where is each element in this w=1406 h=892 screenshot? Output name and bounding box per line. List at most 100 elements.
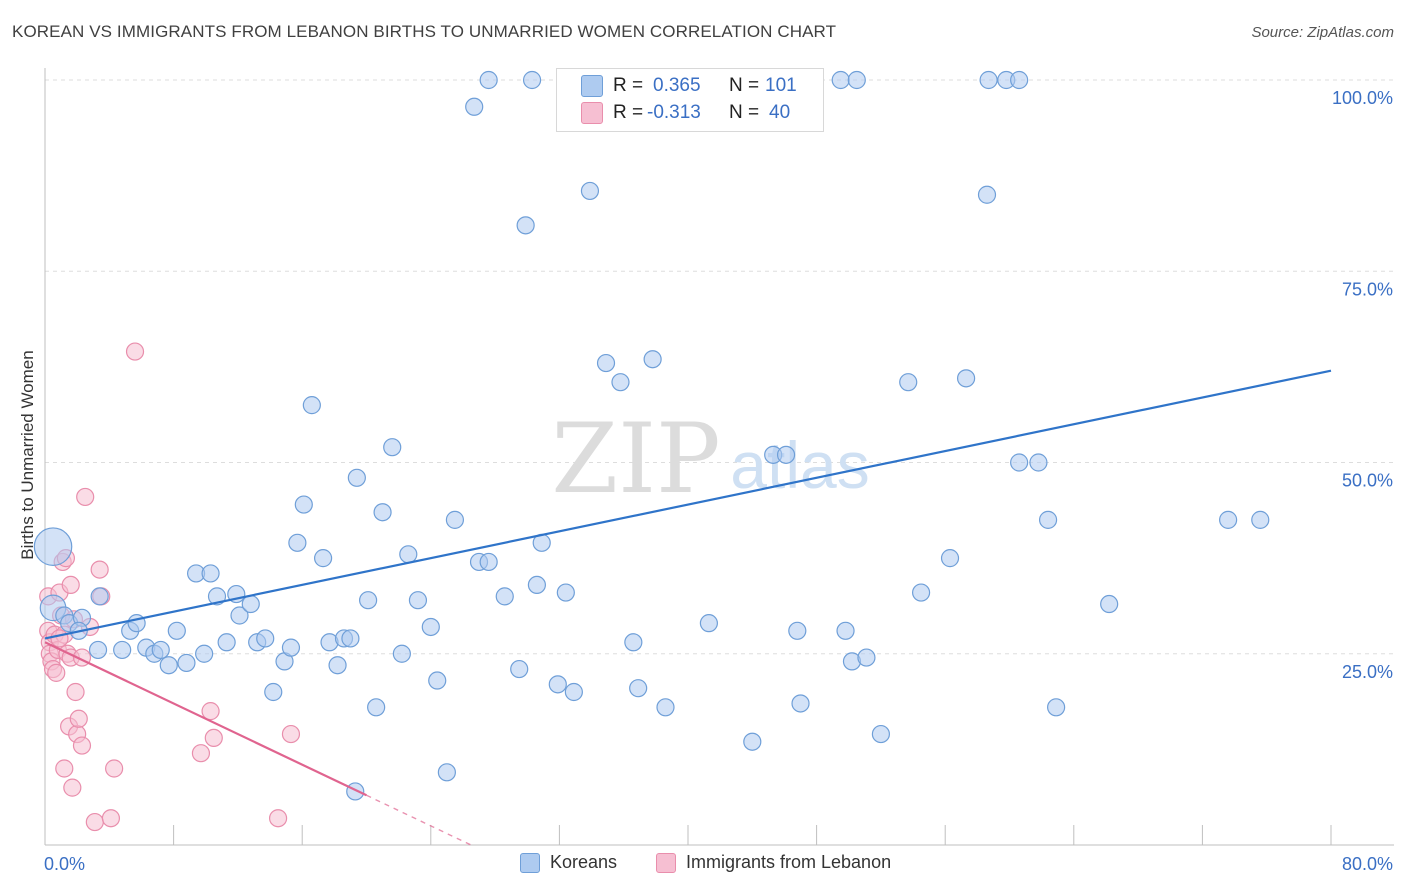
korean-point xyxy=(788,621,807,640)
korean-point xyxy=(264,682,283,702)
lebanon-trend-line xyxy=(44,641,367,797)
x-tick-label: 80.0% xyxy=(1342,854,1393,874)
korean-point xyxy=(940,549,960,568)
korean-point xyxy=(871,724,891,744)
korean-point xyxy=(656,698,675,717)
lebanon-point xyxy=(101,809,121,828)
korean-point xyxy=(421,617,440,637)
watermark-atlas: atlas xyxy=(730,428,869,502)
lebanon-trend-extension xyxy=(366,794,472,846)
korean-point xyxy=(847,70,866,90)
korean-point xyxy=(288,533,307,552)
lebanon-points xyxy=(39,342,301,832)
korean-point xyxy=(624,633,643,652)
n-label: N = xyxy=(729,102,760,123)
korean-point xyxy=(294,495,313,514)
y-tick-label: 75.0% xyxy=(1342,279,1393,299)
lebanon-point xyxy=(268,809,288,828)
lebanon-point xyxy=(76,487,95,507)
korean-point xyxy=(392,644,411,663)
korean-point xyxy=(201,564,220,583)
korean-point xyxy=(113,640,132,660)
lebanon-swatch xyxy=(656,852,676,873)
n-value: 40 xyxy=(769,102,791,123)
korean-point xyxy=(516,216,535,235)
koreans-stats-row: R = 0.365 N = 101 xyxy=(557,73,823,99)
lebanon-swatch xyxy=(581,102,603,124)
koreans-swatch xyxy=(581,75,603,97)
korean-point xyxy=(428,671,447,690)
korean-point xyxy=(857,648,876,667)
axes xyxy=(44,68,1394,846)
korean-point xyxy=(564,682,583,702)
n-label: N = xyxy=(729,75,760,96)
korean-point xyxy=(256,629,275,648)
korean-point xyxy=(167,621,186,640)
korean-point xyxy=(522,70,542,90)
r-label: R = xyxy=(613,75,644,96)
korean-point xyxy=(341,629,360,648)
legend-item-koreans[interactable]: Koreans xyxy=(520,852,617,873)
korean-point xyxy=(776,445,796,464)
korean-point xyxy=(159,656,178,675)
korean-point xyxy=(1047,698,1066,717)
lebanon-point xyxy=(281,724,301,744)
korean-point xyxy=(743,732,762,751)
chart-title: KOREAN VS IMMIGRANTS FROM LEBANON BIRTHS… xyxy=(12,22,837,41)
korean-point xyxy=(643,350,662,369)
korean-point xyxy=(33,527,73,566)
korean-point xyxy=(1100,594,1119,614)
korean-points xyxy=(33,70,1270,801)
legend-label-koreans: Koreans xyxy=(550,852,618,872)
korean-point xyxy=(230,606,249,625)
korean-point xyxy=(281,638,301,657)
lebanon-point xyxy=(85,812,104,832)
korean-point xyxy=(479,70,498,90)
korean-point xyxy=(977,185,997,204)
korean-point xyxy=(629,679,648,698)
korean-point xyxy=(699,614,718,633)
korean-point xyxy=(836,621,855,640)
lebanon-point xyxy=(105,759,124,778)
watermark-zip: ZIP xyxy=(551,403,720,515)
korean-point xyxy=(495,587,514,606)
korean-point xyxy=(328,656,347,675)
korean-point xyxy=(1219,510,1238,529)
koreans-swatch xyxy=(520,852,540,873)
korean-point xyxy=(217,633,236,652)
legend-label-lebanon: Immigrants from Lebanon xyxy=(686,852,892,872)
y-tick-label: 50.0% xyxy=(1342,471,1393,491)
y-tick-label: 25.0% xyxy=(1342,662,1393,682)
lebanon-point xyxy=(90,560,109,579)
lebanon-point xyxy=(55,759,74,778)
korean-point xyxy=(302,396,321,415)
korean-point xyxy=(437,763,456,782)
korean-point xyxy=(88,640,108,660)
n-value: 101 xyxy=(765,75,797,96)
watermark: ZIP atlas xyxy=(551,403,869,515)
korean-trend-line xyxy=(44,369,1332,640)
korean-point xyxy=(1010,453,1029,472)
korean-point xyxy=(791,694,810,713)
korean-point xyxy=(151,640,170,660)
korean-point xyxy=(177,653,196,673)
legend-item-lebanon[interactable]: Immigrants from Lebanon xyxy=(656,852,891,873)
korean-point xyxy=(899,373,918,392)
grid-lines xyxy=(45,79,1394,655)
korean-point xyxy=(979,70,998,90)
korean-point xyxy=(367,698,386,717)
stats-legend: R = 0.365 N = 101 R = -0.313 N = 40 xyxy=(556,68,824,132)
korean-point xyxy=(399,545,418,564)
lebanon-point xyxy=(72,736,92,755)
korean-point xyxy=(556,583,575,602)
korean-point xyxy=(1038,510,1058,529)
lebanon-point xyxy=(191,744,211,763)
r-value: -0.313 xyxy=(647,102,701,123)
korean-point xyxy=(548,675,567,694)
trend-lines xyxy=(44,369,1332,846)
korean-point xyxy=(479,552,498,572)
r-label: R = xyxy=(613,102,644,123)
lebanon-point xyxy=(47,663,66,682)
korean-point xyxy=(465,97,484,116)
